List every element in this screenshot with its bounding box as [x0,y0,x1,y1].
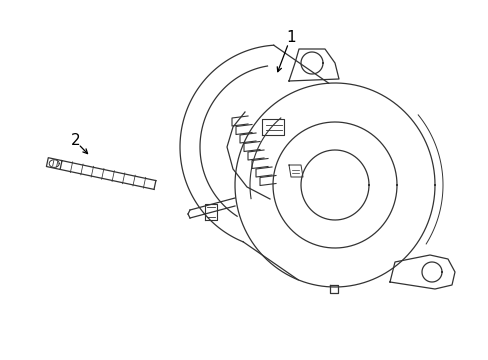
Text: 2: 2 [71,133,81,148]
Text: 1: 1 [285,30,295,45]
